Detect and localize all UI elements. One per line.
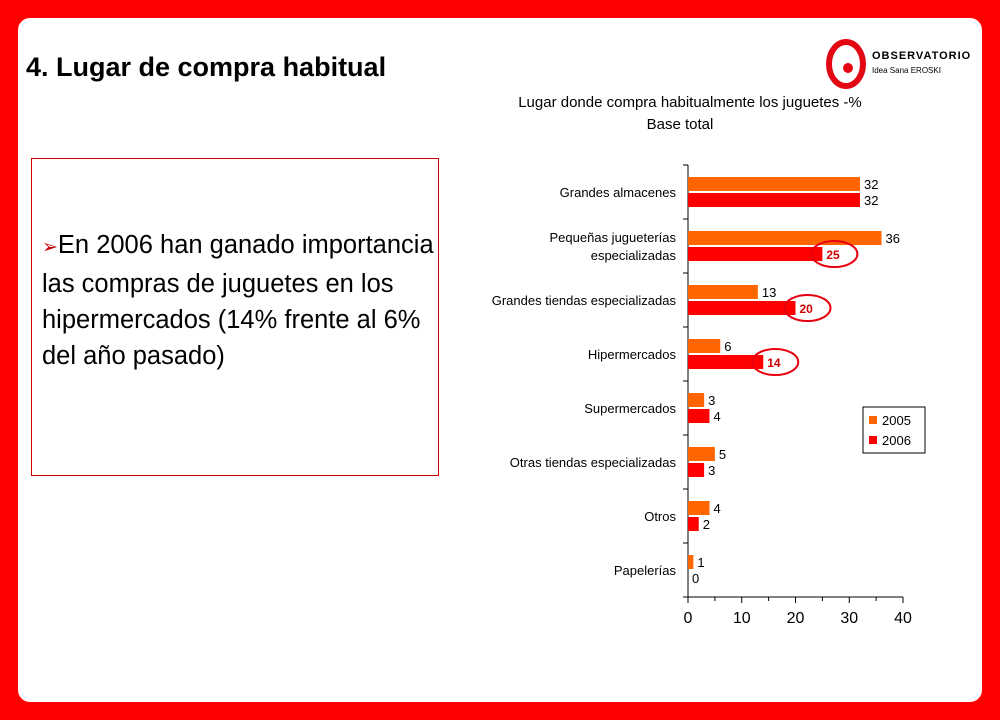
- category-label: Otros: [644, 509, 676, 524]
- highlight-circle: [810, 240, 859, 268]
- bar-2005: [688, 339, 721, 353]
- data-label-2005: 13: [762, 285, 776, 300]
- highlight-circle: [783, 294, 832, 322]
- summary-text: ➢En 2006 han ganado importancia las comp…: [42, 227, 434, 374]
- chart-title: Lugar donde compra habitualmente los jug…: [518, 94, 862, 111]
- legend-swatch-2006: [869, 436, 877, 444]
- data-label-2006: 20: [800, 302, 814, 316]
- category-label: Hipermercados: [588, 347, 677, 362]
- category-label: Otras tiendas especializadas: [510, 455, 677, 470]
- bar-2005: [688, 231, 882, 245]
- data-label-2005: 5: [719, 447, 726, 462]
- bar-2006: [688, 517, 699, 531]
- bar-2006: [688, 193, 860, 207]
- arrow-bullet-icon: ➢: [42, 237, 58, 258]
- data-label-2005: 6: [724, 339, 731, 354]
- x-tick-label: 10: [733, 610, 751, 627]
- data-label-2006: 32: [864, 193, 878, 208]
- slide-title: 4. Lugar de compra habitual: [26, 52, 387, 82]
- logo-name: OBSERVATORIO: [872, 50, 972, 62]
- x-tick-label: 0: [684, 610, 693, 627]
- logo-ring-icon: [826, 39, 866, 89]
- data-label-2006: 3: [708, 463, 715, 478]
- highlight-circle: [751, 348, 800, 376]
- x-tick-label: 30: [840, 610, 858, 627]
- category-label: Supermercados: [584, 401, 676, 416]
- data-label-2005: 3: [708, 393, 715, 408]
- bar-2006: [688, 409, 710, 423]
- legend-label-2006: 2006: [882, 433, 911, 448]
- legend-box: [862, 406, 926, 454]
- category-label: Papelerías: [614, 563, 677, 578]
- category-label: Grandes almacenes: [560, 185, 677, 200]
- bar-2006: [688, 463, 705, 477]
- bar-2006: [688, 355, 764, 369]
- data-label-2005: 1: [697, 555, 704, 570]
- bar-2005: [688, 555, 694, 569]
- data-label-2005: 4: [714, 501, 721, 516]
- bar-2005: [688, 447, 715, 461]
- bar-2006: [688, 301, 796, 315]
- chart-subtitle: Base total: [646, 116, 714, 133]
- category-label: Grandes tiendas especializadas: [492, 293, 677, 308]
- data-label-2006: 25: [826, 248, 840, 262]
- data-label-2006: 0: [692, 571, 699, 586]
- observatorio-logo: OBSERVATORIO Idea Sana EROSKI: [826, 38, 976, 96]
- x-tick-label: 40: [894, 610, 912, 627]
- summary-box: ➢En 2006 han ganado importancia las comp…: [31, 158, 439, 476]
- data-label-2006: 2: [703, 517, 710, 532]
- category-label: Pequeñas jugueterías: [550, 230, 677, 245]
- data-label-2006: 4: [714, 409, 721, 424]
- bar-2005: [688, 285, 758, 299]
- legend-swatch-2005: [869, 416, 877, 424]
- bar-2005: [688, 177, 860, 191]
- data-label-2005: 36: [886, 231, 900, 246]
- summary-bullet-text: En 2006 han ganado importancia las compr…: [42, 231, 434, 370]
- logo-subtitle: Idea Sana EROSKI: [872, 66, 941, 75]
- bar-2006: [688, 247, 823, 261]
- bar-2005: [688, 501, 710, 515]
- legend-label-2005: 2005: [882, 413, 911, 428]
- bar-2005: [688, 393, 705, 407]
- slide: 4. Lugar de compra habitual OBSERVATORIO…: [18, 18, 982, 702]
- category-label: especializadas: [591, 248, 677, 263]
- data-label-2006: 14: [767, 356, 781, 370]
- x-tick-label: 20: [787, 610, 805, 627]
- data-label-2005: 32: [864, 177, 878, 192]
